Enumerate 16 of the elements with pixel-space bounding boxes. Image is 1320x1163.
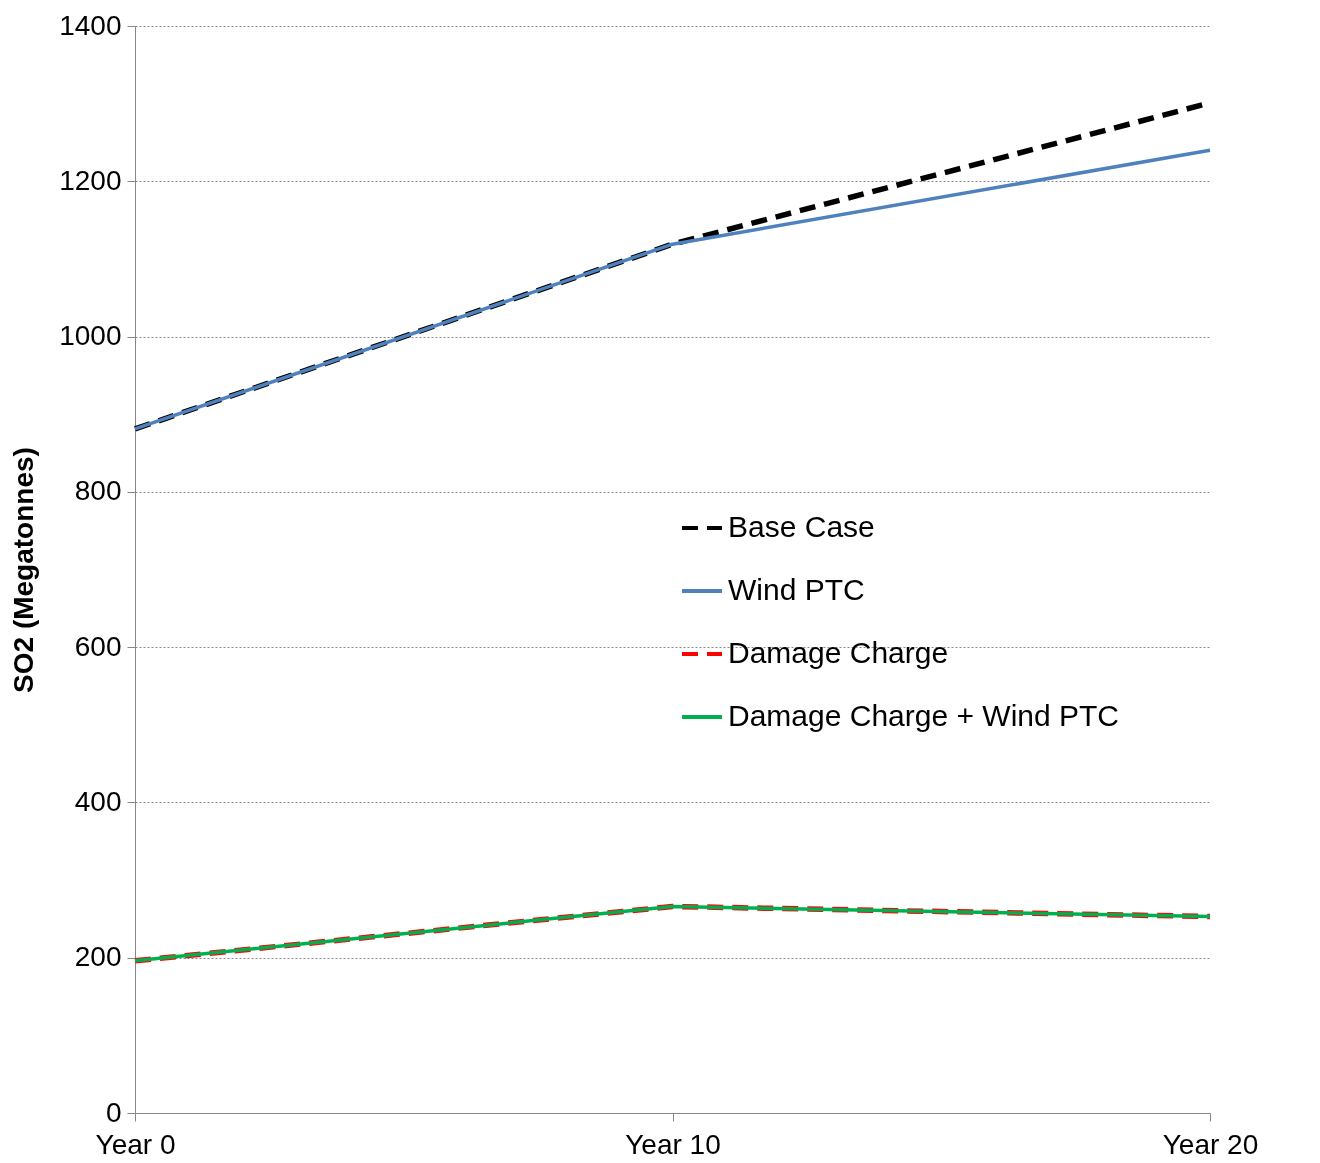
y-tick-label: 600 [74,630,122,662]
legend-label: Base Case [728,510,875,543]
y-tick-label: 200 [74,941,122,973]
y-axis-title: SO2 (Megatonnes) [8,447,40,693]
y-tick-label: 0 [105,1096,122,1128]
y-tick-label: 1400 [59,9,122,41]
x-tick-label: Year 20 [1162,1128,1259,1160]
x-tick-label: Year 0 [95,1128,176,1160]
legend-label: Wind PTC [728,573,865,606]
y-tick-label: 800 [74,475,122,507]
x-tick-label: Year 10 [625,1128,721,1160]
legend-label: Damage Charge [728,636,949,669]
y-tick-label: 1000 [59,320,122,352]
legend-label: Damage Charge + Wind PTC [728,699,1119,732]
y-tick-label: 400 [74,785,122,817]
y-tick-label: 1200 [59,164,122,196]
